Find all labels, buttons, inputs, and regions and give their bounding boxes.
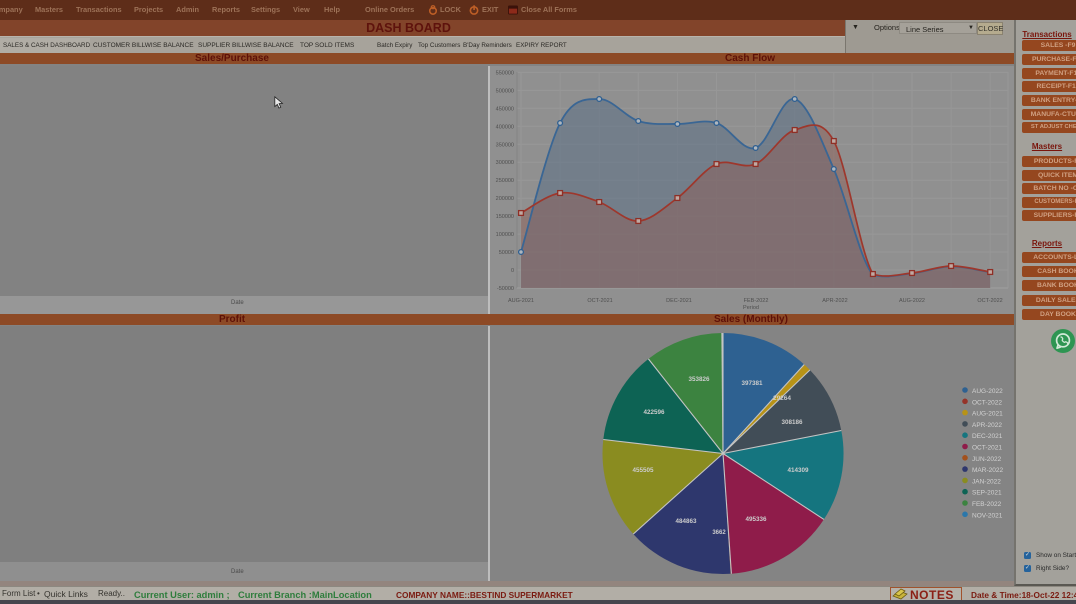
svg-text:29264: 29264 [773, 395, 791, 402]
svg-text:550000: 550000 [496, 70, 514, 76]
svg-text:OCT-2021: OCT-2021 [587, 298, 612, 304]
svg-text:SEP-2021: SEP-2021 [972, 490, 1002, 497]
svg-text:0: 0 [511, 268, 514, 274]
svg-text:AUG-2021: AUG-2021 [508, 298, 534, 304]
svg-text:APR-2022: APR-2022 [822, 298, 847, 304]
svg-text:300000: 300000 [496, 160, 514, 166]
svg-text:50000: 50000 [499, 250, 514, 256]
svg-text:OCT-2022: OCT-2022 [977, 298, 1002, 304]
svg-text:484863: 484863 [675, 518, 697, 525]
svg-text:AUG-2022: AUG-2022 [972, 388, 1003, 395]
svg-text:-50000: -50000 [497, 286, 514, 292]
svg-text:AUG-2022: AUG-2022 [899, 298, 925, 304]
svg-text:400000: 400000 [496, 124, 514, 130]
svg-text:OCT-2021: OCT-2021 [972, 445, 1002, 452]
svg-text:495336: 495336 [745, 516, 767, 523]
svg-text:NOV-2021: NOV-2021 [972, 512, 1003, 519]
svg-text:APR-2022: APR-2022 [972, 422, 1002, 429]
svg-text:3662: 3662 [712, 530, 726, 536]
svg-text:AUG-2021: AUG-2021 [972, 411, 1003, 418]
svg-text:DEC-2021: DEC-2021 [972, 433, 1003, 440]
svg-text:353826: 353826 [688, 376, 710, 383]
svg-text:150000: 150000 [496, 214, 514, 220]
svg-text:200000: 200000 [496, 196, 514, 202]
svg-text:397381: 397381 [741, 380, 763, 387]
svg-text:250000: 250000 [496, 178, 514, 184]
svg-text:DEC-2021: DEC-2021 [666, 298, 692, 304]
svg-text:422596: 422596 [643, 409, 665, 416]
svg-text:JUN-2022: JUN-2022 [972, 456, 1002, 463]
svg-text:FEB-2022: FEB-2022 [744, 298, 769, 304]
svg-text:JAN-2022: JAN-2022 [972, 478, 1001, 485]
svg-text:414309: 414309 [787, 467, 809, 474]
svg-text:500000: 500000 [496, 88, 514, 94]
svg-text:350000: 350000 [496, 142, 514, 148]
svg-text:FEB-2022: FEB-2022 [972, 501, 1002, 508]
svg-text:100000: 100000 [496, 232, 514, 238]
svg-text:455505: 455505 [632, 467, 654, 474]
svg-text:Period: Period [743, 305, 759, 311]
svg-text:MAR-2022: MAR-2022 [972, 467, 1003, 474]
svg-text:450000: 450000 [496, 106, 514, 112]
svg-text:OCT-2022: OCT-2022 [972, 399, 1002, 406]
svg-text:308186: 308186 [781, 419, 803, 426]
